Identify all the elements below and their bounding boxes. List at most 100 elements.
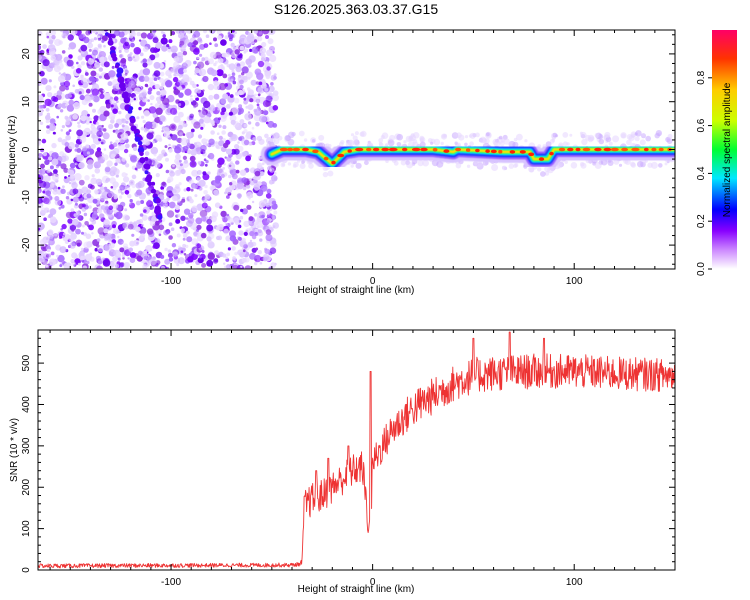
noise-speckle — [194, 194, 198, 198]
noise-speckle — [45, 31, 51, 37]
noise-speckle — [40, 207, 47, 214]
noise-speckle — [61, 223, 67, 230]
noise-speckle — [181, 228, 185, 233]
noise-speckle — [186, 30, 195, 34]
noise-speckle — [136, 241, 139, 245]
noise-speckle — [38, 44, 42, 51]
noise-speckle — [68, 99, 74, 106]
x-tick-label: 0 — [370, 577, 376, 588]
noise-speckle — [154, 52, 160, 58]
noise-speckle — [39, 112, 43, 116]
noise-speckle — [233, 258, 237, 262]
streak-mark — [151, 188, 157, 194]
noise-speckle — [41, 251, 47, 257]
noise-speckle — [158, 224, 165, 231]
noise-speckle — [175, 184, 180, 189]
noise-speckle — [61, 32, 67, 39]
noise-speckle — [49, 165, 54, 170]
noise-speckle — [260, 82, 267, 89]
noise-speckle — [72, 113, 78, 120]
noise-speckle — [166, 231, 170, 235]
noise-speckle — [125, 163, 130, 168]
noise-speckle — [228, 63, 236, 71]
noise-speckle — [271, 200, 277, 206]
noise-speckle — [173, 88, 180, 95]
noise-speckle — [270, 82, 274, 86]
noise-speckle — [234, 144, 240, 150]
noise-speckle — [265, 193, 272, 199]
noise-speckle — [248, 55, 256, 63]
noise-speckle — [44, 159, 50, 165]
noise-speckle — [136, 116, 140, 120]
noise-speckle — [269, 54, 277, 63]
snr-series-line — [38, 331, 675, 569]
noise-speckle — [124, 190, 130, 195]
noise-speckle — [140, 126, 145, 131]
noise-speckle — [56, 115, 59, 119]
noise-speckle — [63, 155, 69, 161]
noise-speckle — [200, 232, 207, 239]
noise-speckle — [161, 149, 166, 154]
noise-speckle — [179, 159, 182, 163]
noise-speckle — [154, 103, 160, 108]
noise-speckle — [75, 68, 82, 74]
noise-speckle — [130, 154, 138, 162]
noise-speckle — [199, 53, 203, 57]
noise-speckle — [221, 52, 227, 58]
noise-speckle — [83, 212, 88, 217]
y-tick-label: 400 — [21, 396, 32, 413]
noise-speckle — [152, 140, 155, 144]
noise-speckle — [71, 252, 78, 259]
signal-peak-mark — [347, 149, 352, 153]
noise-speckle — [267, 38, 274, 45]
noise-speckle — [54, 188, 58, 192]
noise-speckle — [196, 56, 200, 60]
noise-speckle — [233, 217, 240, 224]
noise-speckle — [51, 34, 56, 40]
noise-speckle — [78, 162, 85, 169]
noise-speckle — [658, 163, 663, 168]
noise-speckle — [106, 233, 113, 239]
noise-speckle — [224, 156, 227, 159]
noise-speckle — [158, 233, 162, 237]
noise-speckle — [71, 65, 75, 70]
colorbar-tick-label: 0.6 — [696, 118, 707, 132]
noise-speckle — [63, 262, 71, 269]
noise-speckle — [58, 103, 63, 108]
noise-speckle — [160, 89, 167, 96]
noise-speckle — [115, 139, 119, 143]
noise-speckle — [120, 57, 127, 64]
streak-mark — [134, 136, 141, 142]
noise-speckle — [142, 58, 147, 63]
noise-speckle — [155, 173, 160, 178]
noise-speckle — [84, 221, 89, 226]
noise-speckle — [42, 190, 46, 194]
streak-mark — [144, 163, 151, 170]
noise-speckle — [80, 255, 85, 261]
signal-peak-mark — [388, 147, 398, 152]
noise-speckle — [85, 233, 92, 240]
noise-speckle — [562, 132, 569, 138]
noise-speckle — [48, 123, 56, 131]
noise-speckle — [647, 162, 653, 168]
noise-speckle — [57, 186, 61, 190]
noise-speckle — [220, 39, 227, 46]
noise-speckle — [255, 121, 260, 127]
noise-speckle — [80, 44, 88, 52]
noise-speckle — [158, 153, 164, 159]
noise-speckle — [101, 152, 104, 156]
noise-speckle — [257, 93, 261, 97]
noise-speckle — [39, 180, 47, 188]
streak-mark — [123, 97, 130, 104]
noise-speckle — [166, 44, 170, 48]
noise-speckle — [281, 163, 285, 167]
noise-speckle — [136, 157, 139, 161]
noise-speckle — [138, 106, 142, 111]
noise-speckle — [233, 148, 240, 155]
noise-speckle — [48, 39, 54, 45]
noise-speckle — [124, 208, 128, 212]
noise-speckle — [192, 101, 199, 108]
noise-speckle — [80, 74, 84, 79]
streak-mark — [139, 157, 146, 164]
colorbar-ticks: 0.0 0.2 0.4 0.6 0.8 — [696, 70, 712, 276]
